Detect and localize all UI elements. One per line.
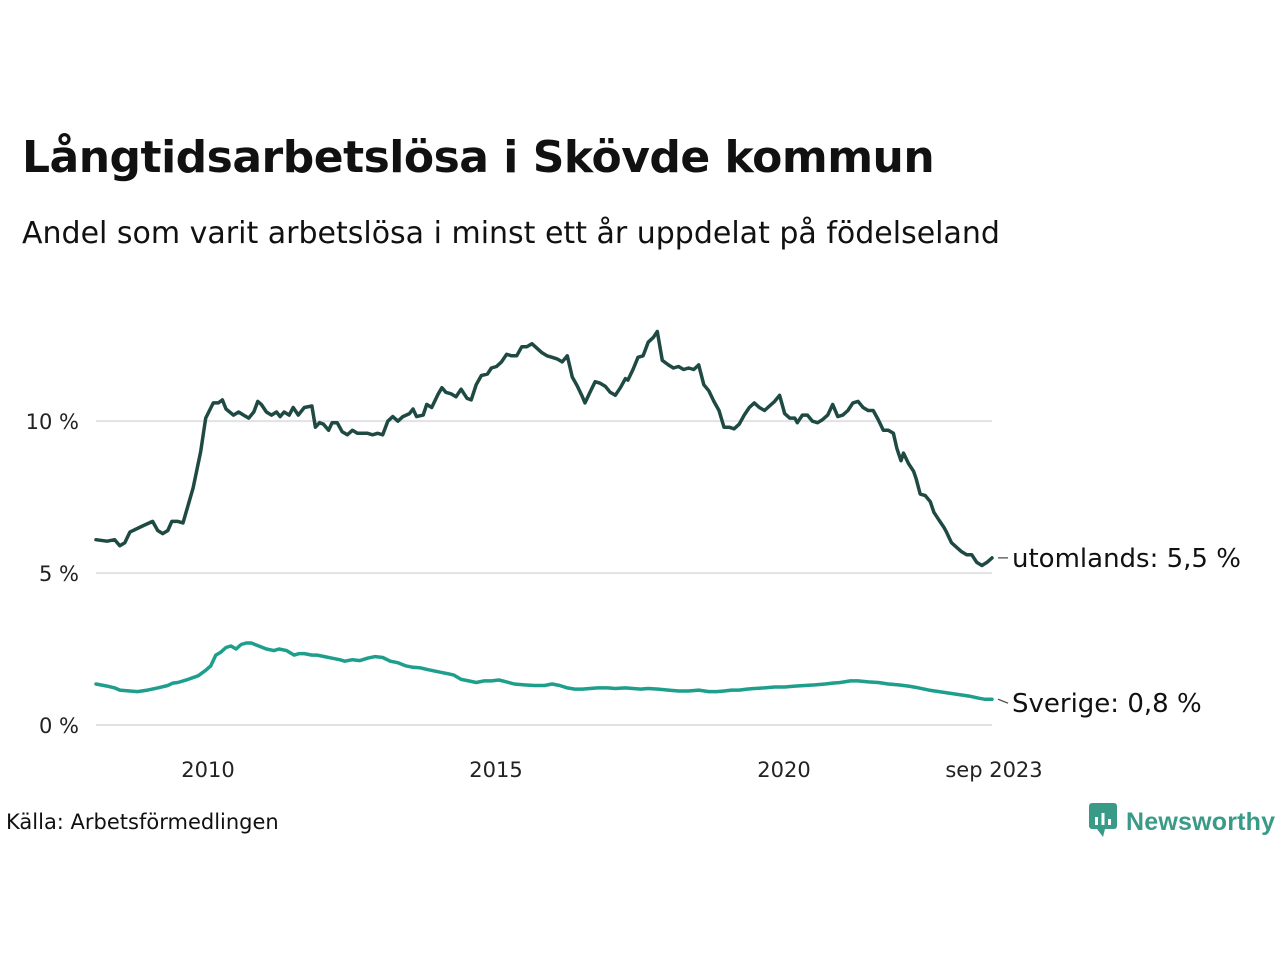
- y-tick-label: 10 %: [26, 410, 79, 434]
- newsworthy-logo-text: Newsworthy: [1126, 807, 1276, 836]
- end-label-sverige: Sverige: 0,8 %: [1012, 689, 1202, 719]
- end-label-connector: [997, 698, 1009, 704]
- chart-subtitle: Andel som varit arbetslösa i minst ett å…: [22, 216, 1000, 251]
- series-lines: [94, 329, 994, 701]
- newsworthy-logo-icon: [1088, 802, 1118, 842]
- chart-title: Långtidsarbetslösa i Skövde kommun: [22, 132, 935, 183]
- source-note: Källa: Arbetsförmedlingen: [6, 810, 279, 834]
- end-label-utomlands: utomlands: 5,5 %: [1012, 544, 1241, 574]
- x-tick-label: 2020: [757, 758, 810, 782]
- y-axis-ticks: 0 % 5 % 10 %: [26, 410, 79, 738]
- x-tick-label: sep 2023: [945, 758, 1042, 782]
- series-line-sverige: [94, 641, 994, 701]
- end-labels: utomlands: 5,5 % Sverige: 0,8 %: [997, 544, 1241, 719]
- x-tick-label: 2010: [181, 758, 234, 782]
- gridlines: [96, 420, 992, 726]
- x-tick-label: 2015: [469, 758, 522, 782]
- newsworthy-logo: Newsworthy: [1088, 802, 1276, 842]
- series-line-utomlands: [94, 329, 994, 568]
- y-tick-label: 0 %: [39, 714, 79, 738]
- y-tick-label: 5 %: [39, 562, 79, 586]
- x-axis-ticks: 2010 2015 2020 sep 2023: [181, 758, 1042, 782]
